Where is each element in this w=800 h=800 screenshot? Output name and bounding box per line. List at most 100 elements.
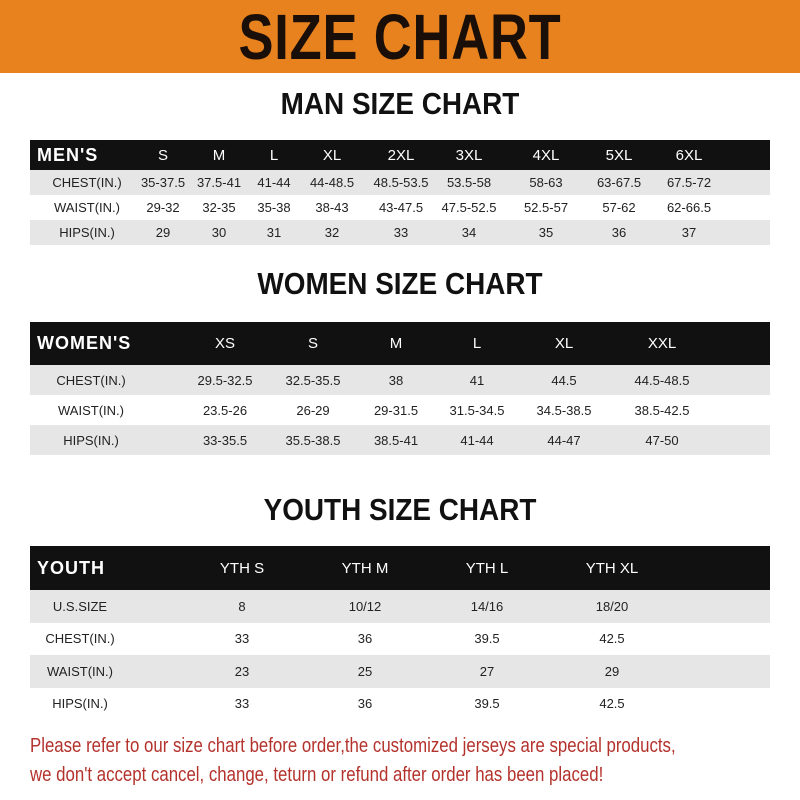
header-row: WOMEN'S XS S M L XL XXL — [30, 322, 770, 365]
table-cell: YTH XL — [585, 559, 639, 577]
row-label: WAIST(IN.) — [58, 402, 124, 418]
table-cell: 31.5-34.5 — [449, 402, 505, 418]
table-cell: M — [212, 146, 226, 164]
table-cell: 34.5-38.5 — [536, 402, 592, 418]
table-cell: 38 — [388, 372, 404, 388]
youth-heading: YOUTH SIZE CHART — [263, 492, 537, 527]
table-cell: 10/12 — [348, 598, 382, 614]
table-cell: YTH M — [341, 559, 389, 577]
table-cell: 35 — [538, 225, 554, 240]
table-cell: 27 — [479, 663, 495, 679]
table-cell: 32.5-35.5 — [285, 372, 341, 388]
table-row: WAIST(IN.) 29-32 32-35 35-38 38-43 43-47.5 47.… — [30, 195, 770, 220]
table-row: HIPS(IN.) 33 36 39.5 42.5 — [30, 687, 770, 720]
table-cell: 41 — [469, 372, 485, 388]
table-cell: 52.5-57 — [523, 200, 569, 215]
row-label: HIPS(IN.) — [52, 696, 108, 712]
table-cell: 2XL — [387, 146, 415, 164]
table-cell: 6XL — [675, 146, 703, 164]
row-label: HIPS(IN.) — [63, 432, 119, 448]
table-cell: 26-29 — [296, 402, 330, 418]
table-cell: 18/20 — [595, 598, 629, 614]
row-label: CHEST(IN.) — [56, 372, 126, 388]
table-cell: 48.5-53.5 — [373, 175, 429, 190]
table-cell: 36 — [357, 631, 373, 647]
table-cell: 47-50 — [645, 432, 679, 448]
table-cell: XS — [214, 335, 236, 352]
table-cell: 37.5-41 — [196, 175, 242, 190]
table-cell: 39.5 — [474, 631, 500, 647]
table-cell: 33 — [393, 225, 409, 240]
table-cell: 25 — [357, 663, 373, 679]
table-row: WAIST(IN.) 23.5-26 26-29 29-31.5 31.5-34.5 34… — [30, 395, 770, 425]
table-cell: 29-32 — [146, 200, 180, 215]
table-cell: 5XL — [605, 146, 633, 164]
table-cell: 53.5-58 — [446, 175, 492, 190]
row-label: U.S.SIZE — [52, 598, 108, 614]
table-cell: S — [307, 335, 319, 352]
table-cell: YTH S — [219, 559, 265, 577]
table-cell: 29 — [604, 663, 620, 679]
row-label: WOMEN'S — [37, 333, 132, 353]
table-cell: M — [389, 335, 403, 352]
men-heading: MAN SIZE CHART — [280, 86, 520, 121]
women-heading: WOMEN SIZE CHART — [257, 266, 543, 301]
table-cell: 63-67.5 — [596, 175, 642, 190]
table-cell: 29-31.5 — [373, 402, 419, 418]
table-cell: 38.5-42.5 — [634, 402, 690, 418]
table-cell: 41-44 — [460, 432, 494, 448]
table-cell: S — [157, 146, 169, 164]
table-cell: 31 — [266, 225, 282, 240]
table-cell: 14/16 — [470, 598, 504, 614]
table-cell: XXL — [647, 335, 677, 352]
table-cell: L — [269, 146, 279, 164]
table-cell: 32-35 — [202, 200, 236, 215]
page-title: SIZE CHART — [238, 0, 562, 73]
table-cell: 62-66.5 — [666, 200, 712, 215]
table-cell: 33-35.5 — [202, 432, 248, 448]
table-cell: XL — [554, 335, 574, 352]
table-cell: 44-48.5 — [309, 175, 355, 190]
note-line-1: Please refer to our size chart before or… — [30, 734, 676, 757]
table-cell: 36 — [611, 225, 627, 240]
note-line-2: we don't accept cancel, change, teturn o… — [30, 763, 604, 786]
table-row: U.S.SIZE 8 10/12 14/16 18/20 — [30, 590, 770, 623]
table-cell: 44.5 — [551, 372, 577, 388]
table-cell: 37 — [681, 225, 697, 240]
table-cell: 36 — [357, 696, 373, 712]
table-cell: 44.5-48.5 — [634, 372, 690, 388]
table-row: CHEST(IN.) 35-37.5 37.5-41 41-44 44-48.5 48.5… — [30, 170, 770, 195]
table-cell: 35-37.5 — [140, 175, 186, 190]
women-size-table: WOMEN'S XS S M L XL XXL CHEST(IN.) 29.5-32.5 32.5… — [30, 322, 770, 455]
table-cell: 30 — [211, 225, 227, 240]
table-cell: L — [472, 335, 482, 352]
table-cell: XL — [322, 146, 342, 164]
table-cell: 38.5-41 — [373, 432, 419, 448]
table-cell: 42.5 — [599, 631, 625, 647]
row-label: WAIST(IN.) — [54, 200, 120, 215]
table-cell: 4XL — [532, 146, 560, 164]
table-cell: 29.5-32.5 — [197, 372, 253, 388]
row-label: HIPS(IN.) — [59, 225, 115, 240]
row-label: WAIST(IN.) — [47, 663, 113, 679]
table-cell: 57-62 — [602, 200, 636, 215]
row-label: CHEST(IN.) — [52, 175, 122, 190]
row-label: MEN'S — [37, 144, 99, 165]
table-cell: 43-47.5 — [378, 200, 424, 215]
table-cell: 33 — [234, 696, 250, 712]
table-cell: 44-47 — [547, 432, 581, 448]
table-cell: 47.5-52.5 — [441, 200, 497, 215]
table-row: CHEST(IN.) 29.5-32.5 32.5-35.5 38 41 44.5 44.5… — [30, 365, 770, 395]
table-cell: 58-63 — [529, 175, 563, 190]
header-row: MEN'S S M L XL 2XL 3XL 4XL 5XL 6XL — [30, 140, 770, 170]
table-row: WAIST(IN.) 23 25 27 29 — [30, 655, 770, 688]
men-size-table: MEN'S S M L XL 2XL 3XL 4XL 5XL 6XL CHEST(IN.) 35-37… — [30, 140, 770, 245]
table-cell: 34 — [461, 225, 477, 240]
table-cell: 23.5-26 — [202, 402, 248, 418]
row-label: CHEST(IN.) — [45, 631, 115, 647]
table-cell: 35.5-38.5 — [285, 432, 341, 448]
table-cell: 39.5 — [474, 696, 500, 712]
table-cell: 42.5 — [599, 696, 625, 712]
title-banner: SIZE CHART — [0, 0, 800, 73]
table-cell: 67.5-72 — [666, 175, 712, 190]
